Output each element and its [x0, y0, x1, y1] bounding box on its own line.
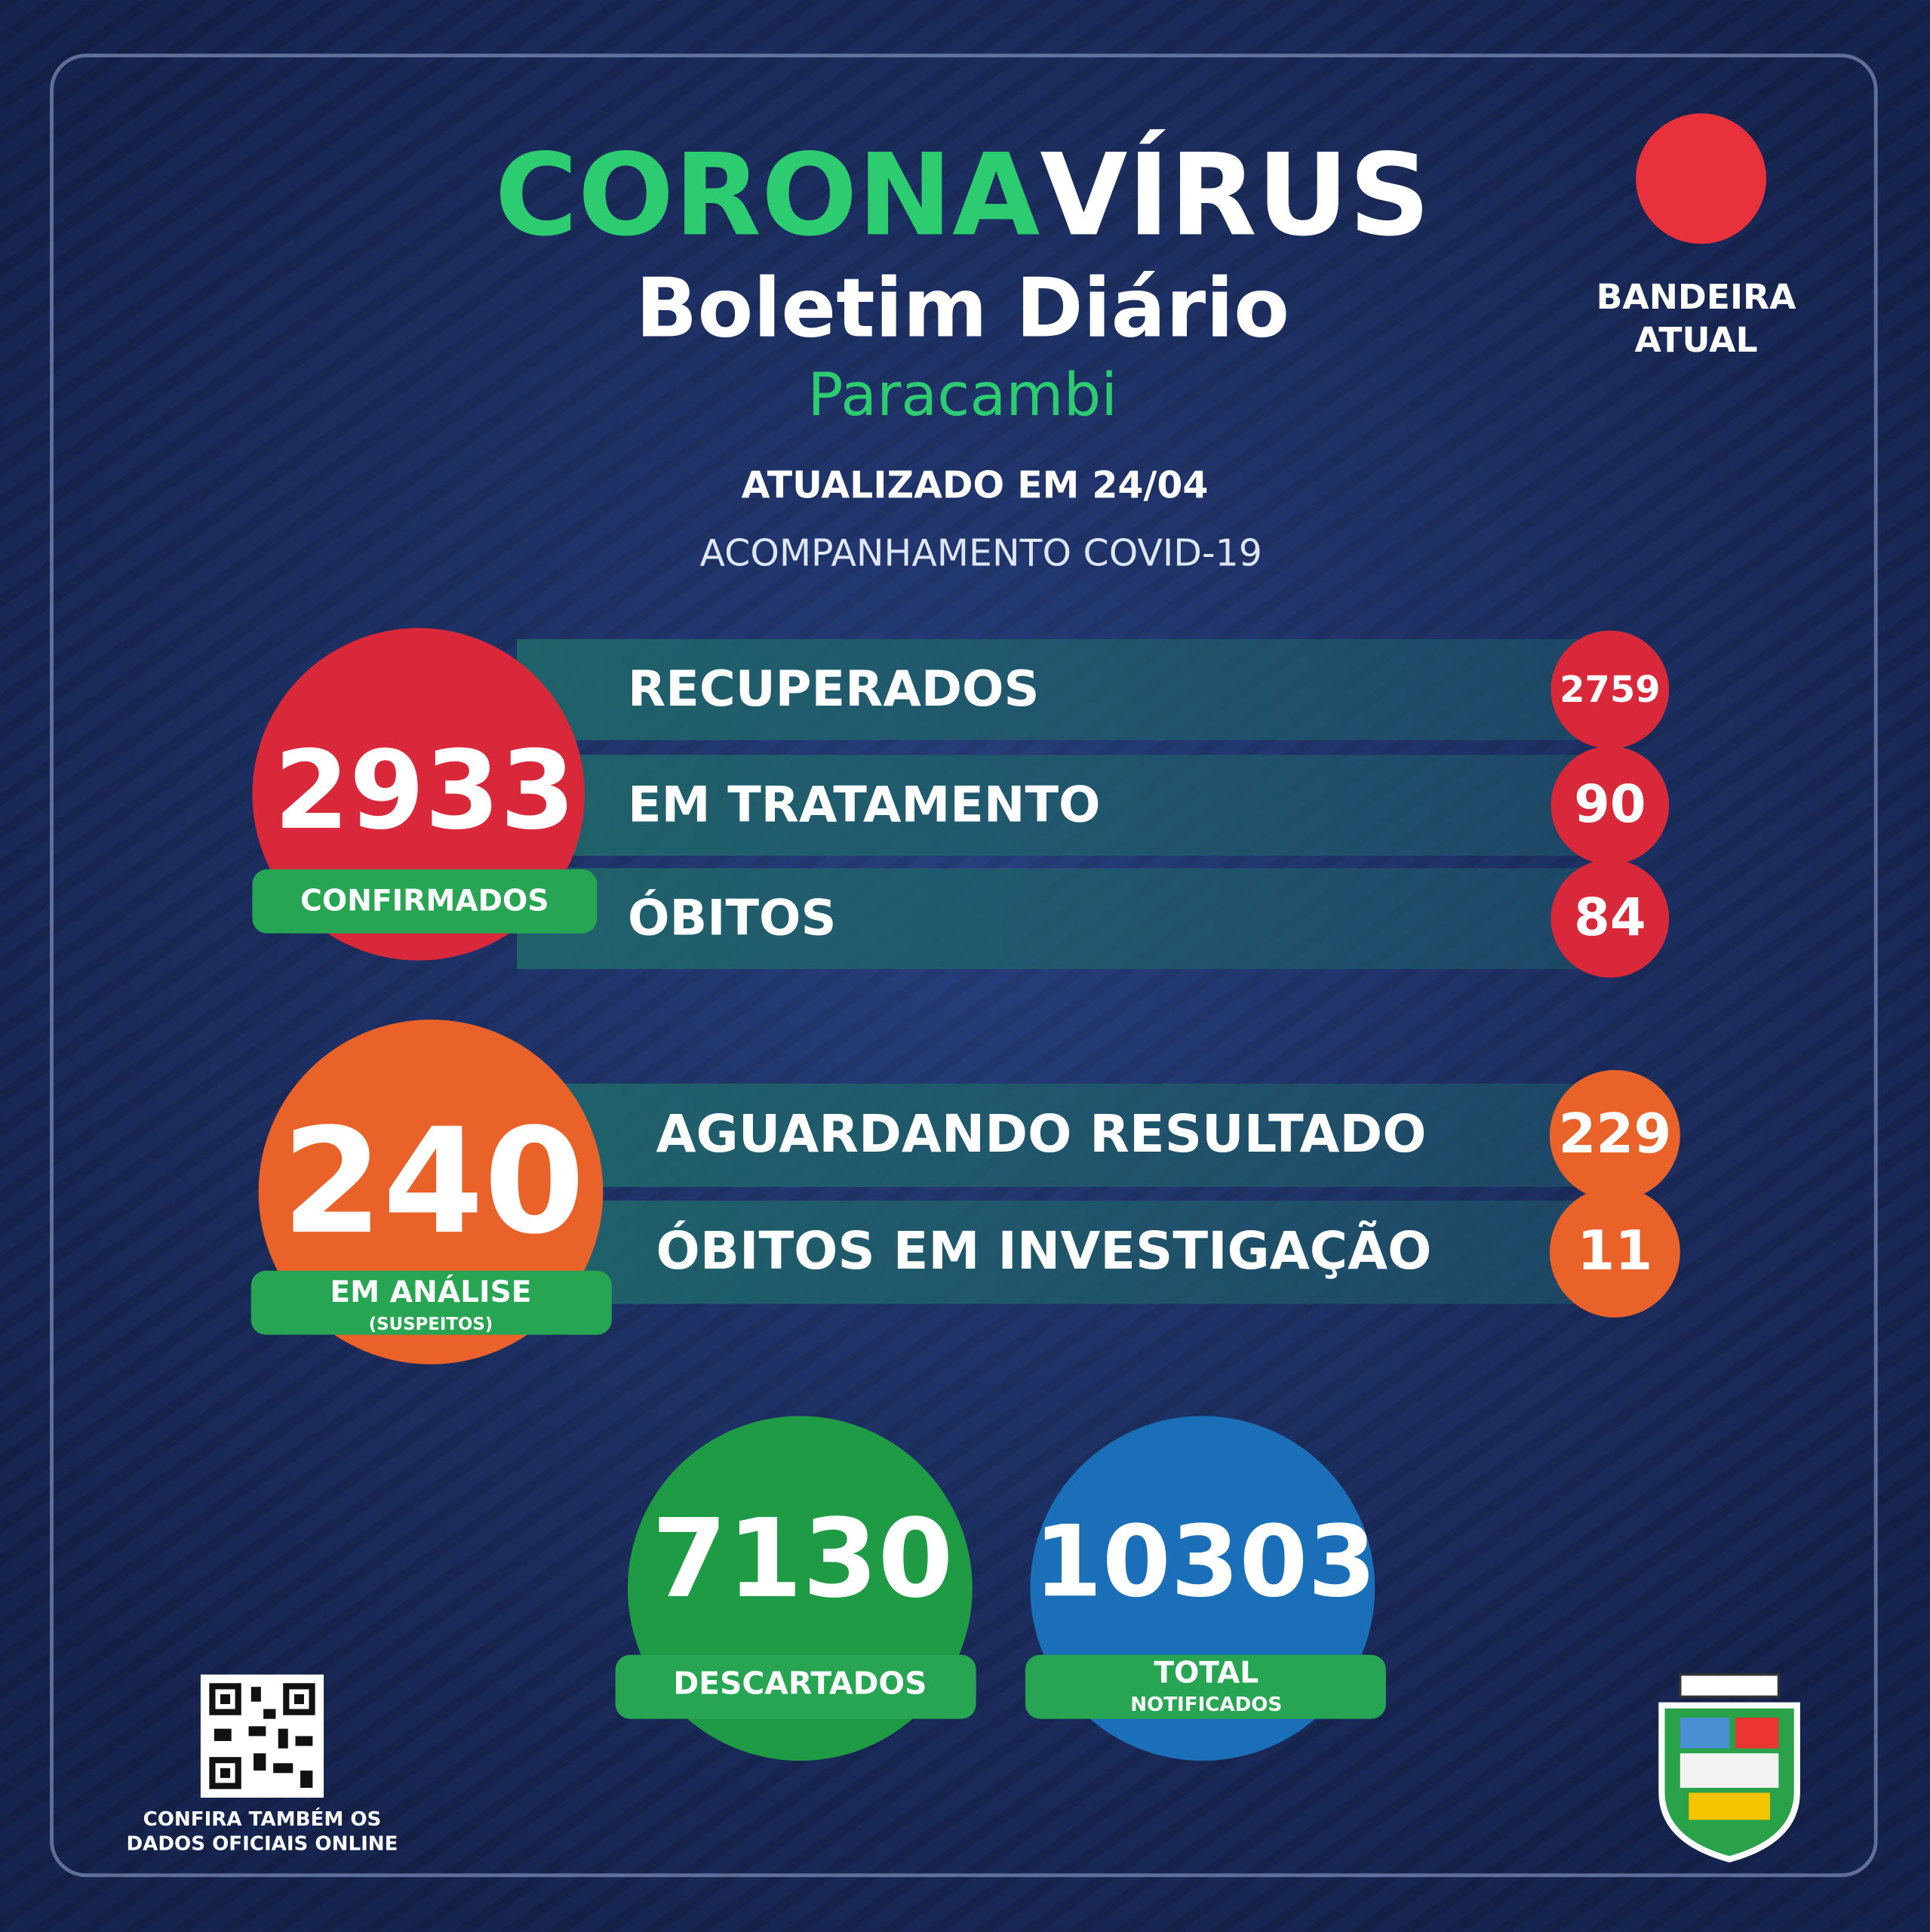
title-part: CORONA: [495, 130, 1040, 261]
subtitle: Boletim Diário: [635, 261, 1289, 355]
qr-caption: CONFIRA TAMBÉM OS: [143, 1807, 382, 1831]
row-value: 11: [1577, 1219, 1652, 1282]
flag-label: ATUAL: [1635, 320, 1758, 360]
updated: ATUALIZADO EM 24/04: [742, 464, 1209, 507]
row-label: EM TRATAMENTO: [628, 776, 1100, 833]
row-band: [517, 1200, 1613, 1304]
title: CORONAVÍRUS: [495, 129, 1431, 261]
total-sublabel: NOTIFICADOS: [1130, 1694, 1282, 1716]
analysis-pill: [250, 1270, 612, 1335]
tracking: ACOMPANHAMENTO COVID-19: [700, 531, 1262, 574]
analysis-rows: AGUARDANDO RESULTADO 229 ÓBITOS EM INVESTI…: [517, 1069, 1680, 1318]
row-label: ÓBITOS: [628, 889, 836, 947]
title-part: VÍRUS: [1040, 129, 1431, 261]
analysis-value: 240: [281, 1097, 585, 1266]
qr-caption: DADOS OFICIAIS ONLINE: [127, 1832, 398, 1855]
confirmed-pill: [252, 869, 598, 934]
row-value: 90: [1574, 774, 1646, 835]
flag-label: BANDEIRA: [1597, 277, 1797, 317]
row-band: [517, 638, 1613, 740]
row-band: [517, 868, 1613, 970]
row-label: RECUPERADOS: [628, 660, 1039, 718]
row-label: ÓBITOS EM INVESTIGAÇÃO: [656, 1221, 1432, 1281]
row-circle: [1549, 1069, 1680, 1201]
total-pill: [1025, 1654, 1386, 1719]
frame: [50, 54, 1878, 1878]
row-circle: [1550, 859, 1670, 978]
qr-code[interactable]: [200, 1674, 324, 1798]
confirmed-rows: RECUPERADOS 2759 EM TRATAMENTO 90 ÓBITOS 84: [517, 630, 1670, 978]
row-circle: [1550, 746, 1670, 865]
row-label: AGUARDANDO RESULTADO: [656, 1104, 1427, 1164]
row-circle: [1550, 630, 1670, 749]
total-value: 10303: [1034, 1504, 1376, 1619]
flag-indicator: [1636, 113, 1767, 245]
row-band: [517, 1083, 1613, 1187]
row-value: 2759: [1560, 669, 1660, 711]
discarded-pill: [615, 1654, 976, 1719]
discarded-label: DESCARTADOS: [673, 1666, 927, 1702]
row-circle: [1549, 1186, 1680, 1318]
discarded-value: 7130: [652, 1496, 954, 1622]
analysis-label: EM ANÁLISE: [330, 1274, 531, 1309]
row-band: [517, 755, 1613, 856]
confirmed-label: CONFIRMADOS: [300, 884, 549, 918]
row-value: 229: [1558, 1102, 1671, 1165]
confirmed-value: 2933: [274, 728, 576, 854]
analysis-sublabel: (SUSPEITOS): [369, 1315, 493, 1334]
row-value: 84: [1574, 888, 1646, 948]
crest: [1658, 1673, 1800, 1863]
city: Paracambi: [807, 361, 1117, 429]
total-label: TOTAL: [1154, 1656, 1258, 1690]
